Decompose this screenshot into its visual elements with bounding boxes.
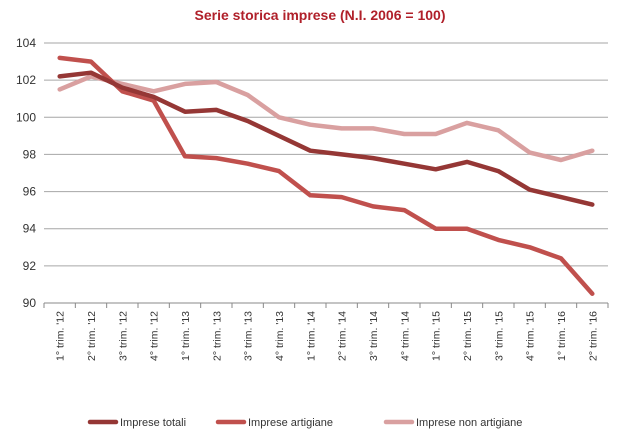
- series-line-3: [57, 74, 595, 163]
- x-tick-label: 2° trim. '15: [462, 311, 474, 361]
- legend-label: Imprese non artigiane: [416, 417, 522, 429]
- x-tick-label: 4° trim. '13: [274, 311, 286, 361]
- x-tick-label: 3° trim. '15: [493, 311, 505, 361]
- x-tick-label: 2° trim. '13: [211, 311, 223, 361]
- x-tick-label: 4° trim. '12: [149, 311, 161, 361]
- y-tick-label: 96: [23, 185, 37, 199]
- x-tick-label: 2° trim. '16: [587, 311, 599, 361]
- x-tick-label: 1° trim. '13: [180, 311, 192, 361]
- y-tick-label: 92: [23, 259, 37, 273]
- x-tick-label: 1° trim. '16: [556, 311, 568, 361]
- x-axis-ticks: 1° trim. '12 2° trim. '12 3° trim. '12 4° t…: [43, 303, 609, 361]
- x-tick-label: 3° trim. '13: [243, 311, 255, 361]
- y-tick-label: 98: [23, 147, 37, 161]
- y-axis-ticks: 90 92 94 96 98 100 102 104: [16, 36, 36, 310]
- x-tick-label: 4° trim. '14: [399, 311, 411, 361]
- x-tick-label: 2° trim. '12: [86, 311, 98, 361]
- y-tick-label: 94: [23, 222, 37, 236]
- y-tick-label: 104: [16, 36, 36, 50]
- y-tick-label: 90: [23, 296, 37, 310]
- x-tick-label: 1° trim. '12: [55, 311, 67, 361]
- x-tick-label: 3° trim. '14: [368, 311, 380, 361]
- legend-label: Imprese totali: [120, 417, 186, 429]
- x-tick-label: 4° trim. '15: [525, 311, 537, 361]
- x-tick-label: 2° trim. '14: [337, 311, 349, 361]
- legend-label: Imprese artigiane: [248, 417, 333, 429]
- legend-item: Imprese non artigiane: [383, 417, 522, 429]
- grid: [44, 42, 608, 304]
- series-line-2: [57, 55, 595, 296]
- series-line-1: [57, 70, 595, 207]
- y-tick-label: 100: [16, 110, 36, 124]
- chart-title: Serie storica imprese (N.I. 2006 = 100): [195, 7, 446, 23]
- series-lines: [57, 55, 595, 296]
- legend-item: Imprese artigiane: [215, 417, 333, 429]
- y-tick-label: 102: [16, 73, 36, 87]
- x-tick-label: 3° trim. '12: [117, 311, 129, 361]
- legend: Imprese totali Imprese artigiane Imprese n…: [87, 417, 522, 429]
- x-tick-label: 1° trim. '14: [305, 311, 317, 361]
- x-tick-label: 1° trim. '15: [431, 311, 443, 361]
- legend-item: Imprese totali: [87, 417, 186, 429]
